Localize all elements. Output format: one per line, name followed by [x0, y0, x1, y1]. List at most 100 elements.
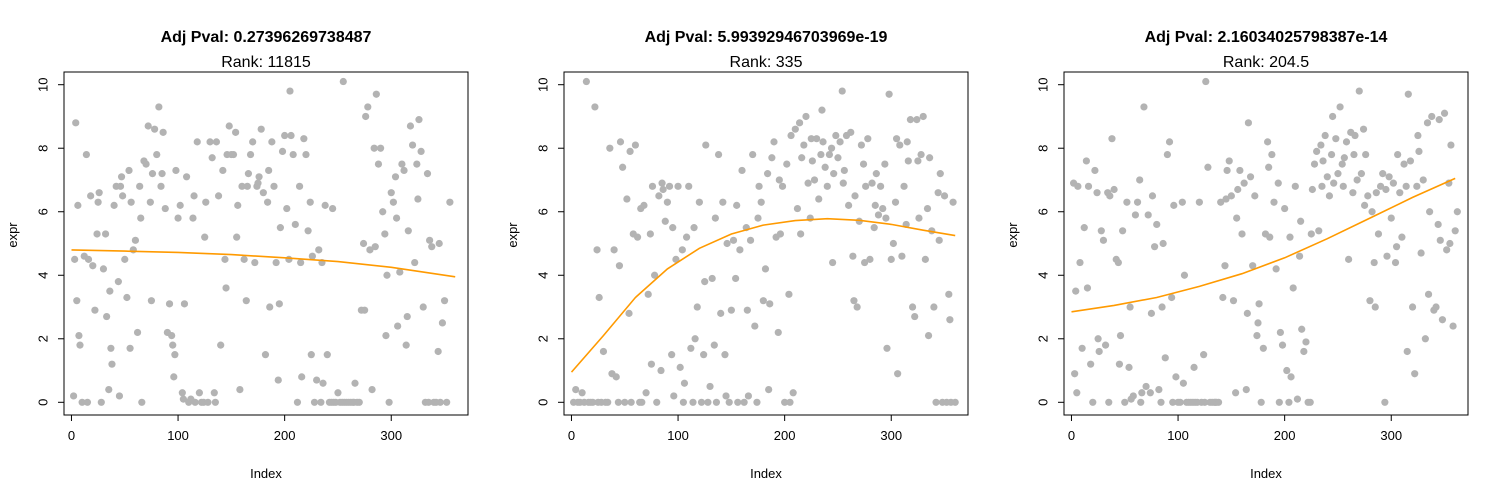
- data-point: [201, 233, 209, 241]
- data-point: [1398, 233, 1406, 241]
- data-point: [1368, 208, 1376, 216]
- data-point: [392, 214, 401, 222]
- data-point: [930, 303, 938, 311]
- data-point: [403, 312, 411, 321]
- data-point: [1302, 338, 1310, 346]
- data-point: [1449, 322, 1457, 330]
- data-point: [278, 147, 287, 155]
- data-point: [1133, 198, 1142, 206]
- data-point: [289, 150, 297, 159]
- data-point: [1423, 119, 1432, 127]
- x-tick-label: 200: [274, 428, 296, 443]
- data-point: [661, 217, 669, 225]
- y-tick-label: 2: [1035, 335, 1050, 342]
- data-point: [881, 160, 889, 168]
- data-point: [1402, 182, 1410, 190]
- y-axis-label: expr: [5, 222, 20, 248]
- data-point: [697, 398, 706, 406]
- data-point: [1083, 284, 1092, 292]
- data-point: [385, 398, 393, 406]
- data-point: [116, 182, 125, 190]
- data-point: [595, 293, 603, 302]
- data-point: [651, 271, 659, 279]
- data-point: [919, 112, 927, 121]
- data-point: [174, 214, 182, 222]
- data-point: [647, 360, 656, 368]
- data-point: [1313, 147, 1321, 155]
- data-point: [866, 255, 874, 263]
- x-axis-label: Index: [250, 466, 282, 481]
- data-point: [251, 258, 259, 267]
- data-point: [676, 363, 684, 371]
- data-point: [1246, 173, 1255, 181]
- data-point: [1200, 351, 1208, 359]
- data-point: [700, 351, 708, 359]
- data-point: [606, 144, 614, 152]
- data-point: [236, 385, 244, 394]
- data-point: [382, 332, 390, 340]
- data-point: [1072, 287, 1080, 295]
- panel-2: Adj Pval: 5.99392946703969e-19 Rank: 335…: [505, 29, 969, 481]
- data-point: [1259, 344, 1267, 352]
- data-point: [1176, 398, 1184, 406]
- data-point: [1227, 192, 1235, 200]
- data-point: [222, 284, 230, 292]
- data-point: [850, 297, 858, 305]
- x-tick-label: 100: [167, 428, 189, 443]
- data-point: [830, 170, 838, 178]
- data-point: [876, 182, 885, 190]
- data-point: [879, 204, 887, 213]
- data-point: [911, 312, 919, 321]
- data-point: [446, 198, 454, 206]
- data-point: [614, 398, 622, 406]
- data-point: [114, 278, 122, 286]
- data-point: [1443, 246, 1451, 254]
- data-point: [440, 297, 449, 305]
- data-point: [182, 173, 191, 181]
- data-point: [240, 255, 248, 263]
- data-point: [725, 398, 733, 406]
- y-tick-label: 8: [535, 145, 550, 152]
- y-tick-label: 0: [1035, 399, 1050, 406]
- data-point: [840, 166, 848, 175]
- data-point: [1097, 227, 1105, 235]
- data-point: [1179, 379, 1187, 387]
- data-point: [1334, 170, 1342, 178]
- data-point: [923, 204, 932, 213]
- data-point: [1342, 138, 1351, 146]
- plot-frame: [63, 71, 469, 416]
- data-point: [804, 179, 812, 187]
- data-point: [582, 77, 590, 86]
- data-point: [917, 150, 925, 159]
- data-point: [871, 201, 879, 209]
- data-point: [178, 389, 186, 397]
- data-point: [302, 150, 310, 159]
- data-point: [1419, 176, 1427, 184]
- panel-1: Adj Pval: 0.27396269738487 Rank: 11815 0…: [5, 29, 469, 481]
- data-point: [1172, 373, 1180, 381]
- data-point: [1306, 398, 1314, 406]
- data-point: [1329, 112, 1337, 121]
- data-point: [623, 195, 631, 203]
- data-point: [374, 160, 383, 168]
- data-point: [786, 398, 794, 406]
- data-point: [1136, 176, 1144, 184]
- data-point: [669, 224, 677, 232]
- data-point: [117, 173, 126, 181]
- data-point: [217, 341, 225, 349]
- data-point: [1336, 103, 1344, 111]
- data-point: [387, 189, 395, 197]
- data-point: [126, 344, 134, 352]
- data-point: [189, 214, 197, 222]
- data-point: [123, 293, 131, 302]
- data-point: [870, 224, 878, 232]
- data-point: [91, 306, 99, 314]
- data-point: [155, 103, 163, 111]
- data-point: [170, 373, 178, 381]
- data-point: [142, 160, 150, 168]
- panel-subtitle: Rank: 204.5: [1223, 54, 1309, 71]
- data-point: [787, 131, 795, 140]
- data-point: [95, 189, 103, 197]
- data-point: [1371, 303, 1379, 311]
- data-point: [849, 252, 857, 260]
